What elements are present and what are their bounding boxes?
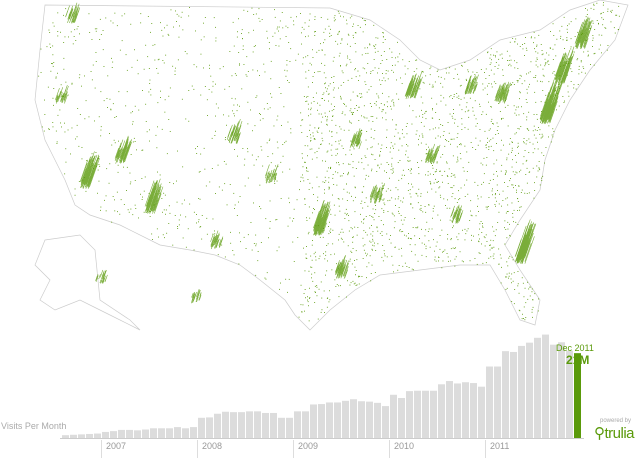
alaska-outline <box>34 234 141 331</box>
year-tick-2007: 2007 <box>106 441 127 451</box>
bar[interactable] <box>86 433 93 438</box>
bar[interactable] <box>70 434 77 438</box>
bar[interactable] <box>430 390 437 438</box>
bar[interactable] <box>518 345 525 438</box>
city-traffic-spikes <box>55 2 593 304</box>
bar[interactable] <box>422 390 429 438</box>
bar[interactable] <box>174 427 181 438</box>
bar[interactable] <box>278 417 285 438</box>
map-pin-icon: ⚲ <box>594 425 605 442</box>
bar[interactable] <box>382 406 389 438</box>
bar[interactable] <box>94 433 101 438</box>
bar[interactable] <box>310 404 317 438</box>
bar[interactable] <box>230 412 237 438</box>
bar[interactable] <box>462 382 469 438</box>
bar[interactable] <box>118 429 125 438</box>
year-tick-2010: 2010 <box>394 441 415 451</box>
bar[interactable] <box>550 344 557 438</box>
us-outline <box>34 0 629 331</box>
bar[interactable] <box>238 412 245 438</box>
bar[interactable] <box>198 417 205 438</box>
bar[interactable] <box>294 411 301 438</box>
bar[interactable] <box>222 411 229 438</box>
bar[interactable] <box>502 351 509 438</box>
bar[interactable] <box>542 334 549 438</box>
bar[interactable] <box>342 400 349 438</box>
bar[interactable] <box>246 411 253 438</box>
map-dots <box>38 2 620 322</box>
bar[interactable] <box>206 417 213 438</box>
year-tick-2009: 2009 <box>298 441 319 451</box>
bar[interactable] <box>126 429 133 438</box>
bar[interactable] <box>254 411 261 438</box>
bar[interactable] <box>158 428 165 438</box>
bar[interactable] <box>150 428 157 438</box>
us-traffic-map <box>34 0 629 331</box>
bar[interactable] <box>134 430 141 438</box>
bar[interactable] <box>318 404 325 438</box>
bar[interactable] <box>470 383 477 438</box>
current-month-label: Dec 2011 <box>556 343 594 353</box>
year-tick-2011: 2011 <box>490 441 510 451</box>
bar[interactable] <box>182 428 189 438</box>
bar[interactable] <box>270 412 277 438</box>
current-value-label: 21M <box>566 353 590 367</box>
bar[interactable] <box>190 427 197 438</box>
bar[interactable] <box>326 402 333 438</box>
bar[interactable] <box>414 390 421 438</box>
bar[interactable] <box>494 366 501 438</box>
logo-text: trulia <box>604 425 635 442</box>
bar[interactable] <box>302 411 309 438</box>
powered-by-text: powered by <box>600 418 632 424</box>
bar[interactable] <box>406 391 413 438</box>
bar[interactable] <box>102 431 109 438</box>
bar[interactable] <box>390 394 397 438</box>
bar[interactable] <box>166 428 173 438</box>
bar[interactable] <box>358 401 365 438</box>
bar[interactable] <box>510 351 517 438</box>
bar[interactable] <box>262 412 269 438</box>
bar[interactable] <box>214 413 221 438</box>
bar[interactable] <box>558 342 565 438</box>
bar[interactable] <box>334 402 341 438</box>
bar[interactable] <box>438 384 445 438</box>
bar[interactable] <box>446 381 453 438</box>
trulia-logo[interactable]: ⚲trulia <box>594 424 635 442</box>
bar[interactable] <box>486 366 493 438</box>
bar[interactable] <box>78 434 85 438</box>
year-tick-2008: 2008 <box>202 441 223 451</box>
bar[interactable] <box>526 342 533 438</box>
bar[interactable] <box>62 435 69 438</box>
bar[interactable] <box>110 431 117 438</box>
y-axis-label: Visits Per Month <box>1 421 67 431</box>
bar[interactable] <box>286 417 293 438</box>
bar[interactable] <box>398 398 405 438</box>
bar[interactable] <box>366 401 373 438</box>
bar[interactable] <box>566 350 573 438</box>
bar-highlight[interactable] <box>574 353 581 438</box>
bar[interactable] <box>350 399 357 438</box>
bar[interactable] <box>534 337 541 438</box>
bar[interactable] <box>374 402 381 438</box>
bar[interactable] <box>478 386 485 438</box>
bar[interactable] <box>454 383 461 438</box>
bar[interactable] <box>142 429 149 438</box>
